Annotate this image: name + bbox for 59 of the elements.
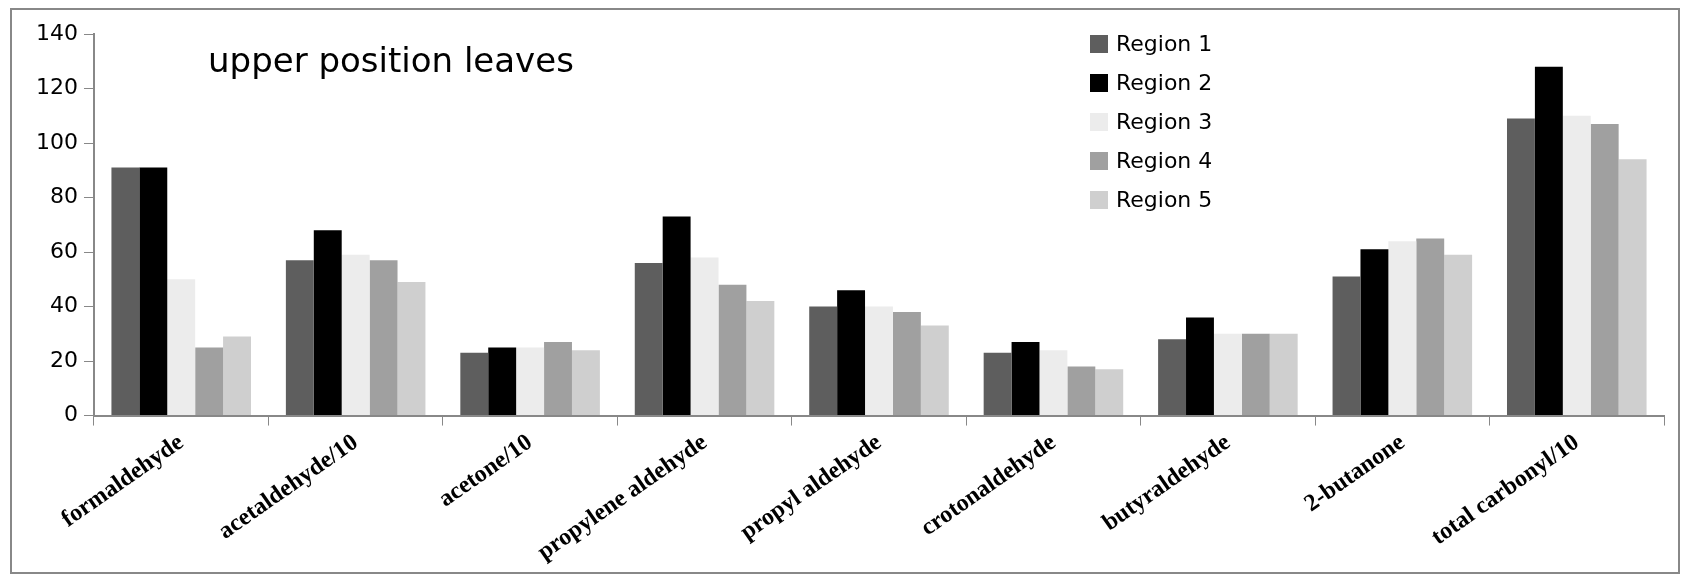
bar	[195, 347, 224, 416]
bar	[746, 301, 775, 416]
bar	[1158, 339, 1187, 416]
y-tick-label: 100	[35, 128, 78, 154]
y-tick-label: 80	[49, 183, 78, 209]
bar	[983, 352, 1012, 416]
bar	[488, 347, 517, 416]
y-tick-label: 0	[63, 401, 78, 427]
bar	[1534, 66, 1563, 416]
bar	[397, 282, 426, 416]
bar	[634, 262, 663, 416]
bar	[516, 347, 545, 416]
bar	[1388, 241, 1417, 416]
bar	[1039, 350, 1068, 416]
legend-label: Region 4	[1116, 148, 1213, 173]
y-tick-label: 120	[35, 74, 78, 100]
bar	[1186, 317, 1214, 416]
bar	[1360, 249, 1389, 416]
legend-label: Region 3	[1116, 109, 1213, 134]
bar	[920, 325, 949, 416]
bar	[1011, 341, 1040, 416]
y-tick-label: 60	[49, 237, 78, 263]
bar	[1562, 115, 1591, 416]
bar	[369, 260, 398, 416]
legend-label: Region 1	[1116, 31, 1213, 56]
bar	[1618, 159, 1647, 416]
bar	[1444, 254, 1473, 416]
bar	[1416, 238, 1445, 416]
bar	[1213, 333, 1242, 416]
bar	[892, 311, 921, 416]
y-tick-label: 140	[35, 19, 78, 45]
bar	[1241, 333, 1270, 416]
bar	[662, 216, 691, 416]
y-tick-label: 40	[49, 292, 78, 318]
bar	[460, 352, 489, 416]
bar	[865, 306, 893, 416]
bar	[690, 257, 719, 416]
bar	[313, 230, 342, 416]
bar	[1067, 366, 1096, 416]
bar	[809, 306, 838, 416]
bar	[544, 341, 572, 416]
bar	[837, 290, 866, 416]
bar	[341, 254, 370, 416]
bar	[285, 260, 314, 416]
legend-label: Region 2	[1116, 70, 1213, 95]
bar	[139, 167, 168, 416]
bar	[571, 350, 600, 416]
legend-label: Region 5	[1116, 187, 1213, 212]
bar	[167, 279, 196, 416]
bar	[1269, 333, 1298, 416]
bar	[1095, 369, 1124, 416]
bar	[718, 284, 747, 416]
y-tick-label: 20	[49, 346, 78, 372]
annotation: upper position leaves	[208, 40, 574, 80]
bar	[111, 167, 140, 416]
bar	[1332, 276, 1361, 416]
bar	[223, 336, 251, 416]
bar	[1590, 123, 1619, 416]
bar	[1507, 118, 1535, 416]
